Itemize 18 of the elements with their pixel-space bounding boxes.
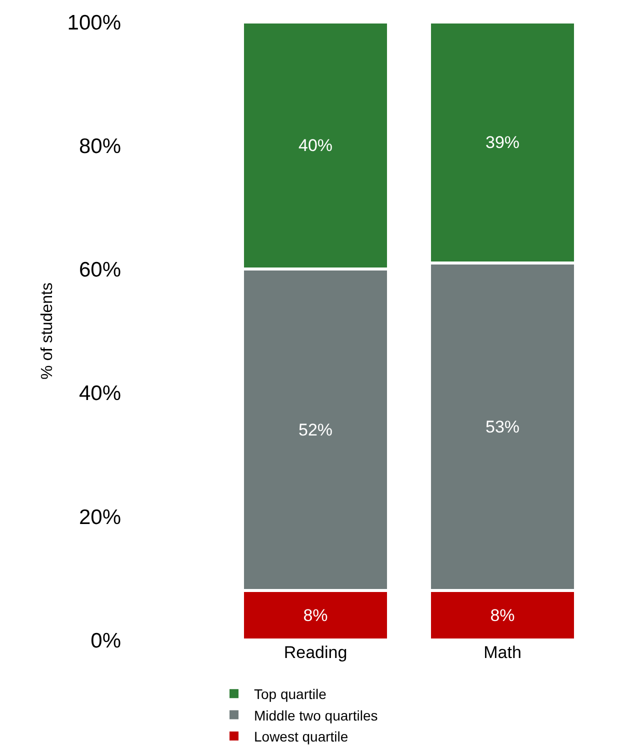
- y-tick-label: 100%: [67, 11, 121, 34]
- data-label: 8%: [303, 606, 328, 625]
- data-label: 8%: [490, 606, 515, 625]
- data-label: 40%: [298, 136, 333, 156]
- data-label: 53%: [485, 417, 520, 436]
- y-tick-label: 0%: [90, 629, 121, 652]
- x-tick-label: Reading: [284, 643, 348, 662]
- y-tick-label: 20%: [78, 506, 121, 529]
- y-axis-title: % of students: [39, 282, 56, 380]
- y-tick-label: 80%: [78, 134, 121, 158]
- data-label: 39%: [485, 133, 520, 152]
- y-tick-label: 40%: [78, 382, 121, 406]
- x-tick-label: Math: [484, 643, 522, 662]
- data-label: 52%: [298, 420, 333, 440]
- legend-label: Top quartile: [254, 686, 327, 702]
- legend-label: Middle two quartiles: [254, 707, 378, 724]
- legend-label: Lowest quartile: [254, 728, 348, 744]
- y-tick-label: 60%: [78, 258, 121, 282]
